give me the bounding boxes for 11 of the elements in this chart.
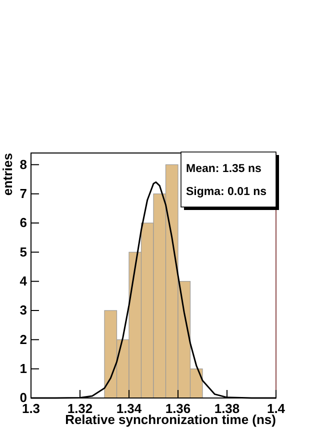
- y-tick-label: 7: [20, 186, 27, 201]
- annotation: Mean: 1.35 ns: [186, 163, 262, 175]
- y-tick-label: 4: [20, 273, 28, 288]
- y-tick-label: 6: [20, 215, 27, 230]
- y-tick-label: 3: [20, 302, 27, 318]
- y-tick-label: 2: [20, 332, 27, 347]
- y-tick-label: 8: [20, 156, 27, 172]
- annotation: Sigma: 0.01 ns: [186, 186, 267, 198]
- y-axis-title: entries: [0, 153, 15, 196]
- y-tick-label: 5: [20, 244, 27, 260]
- y-tick-label: 1: [20, 360, 27, 376]
